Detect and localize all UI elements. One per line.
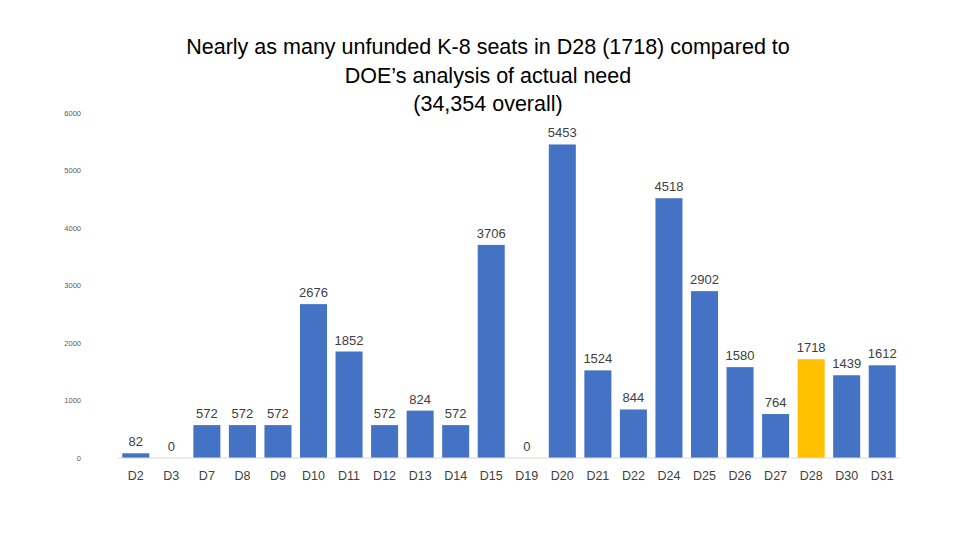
- x-tick-label: D9: [270, 469, 286, 483]
- bar: [620, 409, 647, 458]
- data-label: 1718: [797, 340, 826, 355]
- y-tick-label: 6000: [64, 109, 81, 118]
- y-tick-label: 2000: [64, 339, 81, 348]
- x-tick-label: D31: [871, 469, 894, 483]
- x-tick-label: D8: [234, 469, 250, 483]
- x-tick-label: D25: [693, 469, 716, 483]
- x-tick-label: D20: [551, 469, 574, 483]
- x-tick-label: D26: [729, 469, 752, 483]
- data-label: 572: [196, 406, 218, 421]
- y-tick: [84, 170, 87, 171]
- bar: [869, 365, 896, 458]
- bar: [798, 359, 825, 458]
- bar: [371, 425, 398, 458]
- data-label: 4518: [654, 179, 683, 194]
- x-tick-label: D14: [444, 469, 467, 483]
- y-tick-label: 5000: [64, 166, 81, 175]
- x-tick-label: D10: [302, 469, 325, 483]
- data-label: 572: [267, 406, 289, 421]
- x-tick-label: D28: [800, 469, 823, 483]
- x-tick-label: D7: [199, 469, 215, 483]
- y-tick: [84, 458, 87, 459]
- data-label: 5453: [548, 125, 577, 140]
- data-label: 844: [623, 390, 645, 405]
- x-tick-label: D13: [409, 469, 432, 483]
- data-label: 1580: [726, 348, 755, 363]
- data-label: 2676: [299, 285, 328, 300]
- x-tick-label: D22: [622, 469, 645, 483]
- y-tick: [84, 343, 87, 344]
- chart: Nearly as many unfunded K-8 seats in D28…: [0, 0, 960, 540]
- data-label: 82: [129, 434, 143, 449]
- data-label: 572: [374, 406, 396, 421]
- y-tick-label: 4000: [64, 224, 81, 233]
- x-tick-label: D15: [480, 469, 503, 483]
- x-tick-label: D19: [515, 469, 538, 483]
- data-label: 1612: [868, 346, 897, 361]
- bars: [122, 144, 895, 458]
- x-tick-label: D24: [657, 469, 680, 483]
- bar: [655, 198, 682, 458]
- bar: [300, 304, 327, 458]
- y-tick-label: 3000: [64, 281, 81, 290]
- data-label: 1524: [583, 351, 612, 366]
- x-tick-label: D3: [163, 469, 179, 483]
- x-tick-label: D21: [586, 469, 609, 483]
- y-tick: [84, 400, 87, 401]
- background: [0, 0, 960, 540]
- x-tick-label: D27: [764, 469, 787, 483]
- data-label: 3706: [477, 226, 506, 241]
- x-tick-label: D12: [373, 469, 396, 483]
- y-tick: [84, 285, 87, 286]
- y-tick: [84, 228, 87, 229]
- data-label: 0: [523, 439, 530, 454]
- bar: [833, 375, 860, 458]
- title: Nearly as many unfunded K-8 seats in D28…: [186, 35, 790, 59]
- data-label: 572: [232, 406, 254, 421]
- bar: [584, 370, 611, 458]
- y-tick-label: 1000: [64, 396, 81, 405]
- bar: [549, 144, 576, 458]
- bar: [478, 245, 505, 458]
- data-label: 764: [765, 395, 787, 410]
- title: (34,354 overall): [413, 92, 562, 116]
- bar: [336, 352, 363, 458]
- y-tick-label: 0: [77, 454, 81, 463]
- data-label: 572: [445, 406, 467, 421]
- data-label: 2902: [690, 272, 719, 287]
- data-label: 1439: [832, 356, 861, 371]
- data-label: 1852: [335, 333, 364, 348]
- bar: [407, 411, 434, 458]
- x-tick-label: D11: [338, 469, 360, 483]
- bar: [229, 425, 256, 458]
- bar: [442, 425, 469, 458]
- bar: [762, 414, 789, 458]
- y-tick: [84, 113, 87, 114]
- bar: [691, 291, 718, 458]
- bar: [264, 425, 291, 458]
- x-tick-label: D30: [835, 469, 858, 483]
- data-label: 0: [168, 439, 175, 454]
- x-tick-label: D2: [128, 469, 144, 483]
- bar: [193, 425, 220, 458]
- x-axis-line: [118, 458, 900, 459]
- data-label: 824: [409, 392, 431, 407]
- bar: [122, 453, 149, 458]
- bar: [727, 367, 754, 458]
- title: DOE’s analysis of actual need: [345, 64, 631, 88]
